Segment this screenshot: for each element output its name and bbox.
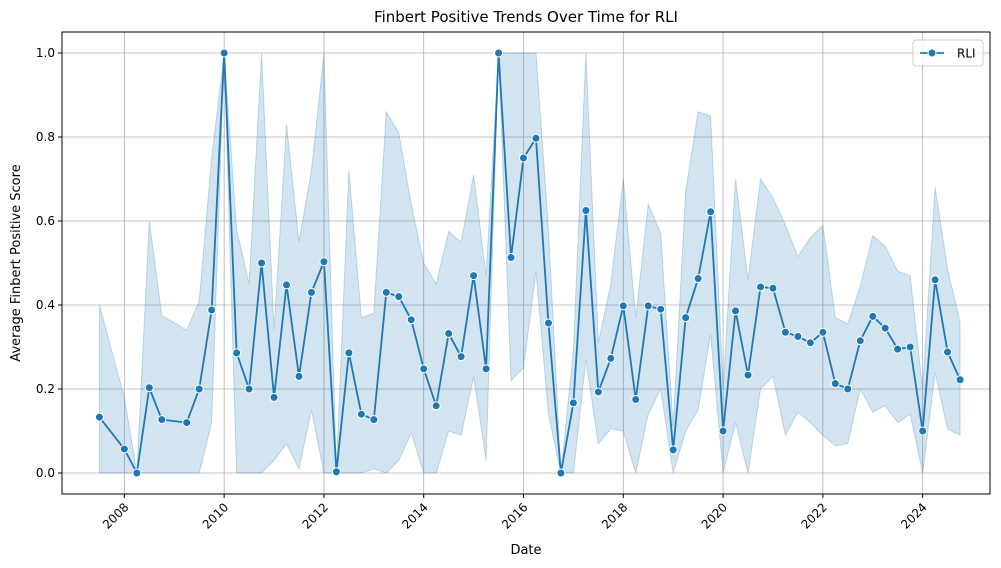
data-point [219, 48, 229, 58]
grid-layer [62, 32, 990, 494]
data-point [456, 352, 466, 362]
legend-box [912, 39, 984, 67]
data-point [643, 301, 653, 311]
data-point [394, 292, 404, 302]
data-point [780, 327, 790, 337]
data-point [693, 274, 703, 284]
data-point [194, 384, 204, 394]
confidence-band [98, 52, 961, 474]
data-point [294, 371, 304, 381]
data-point [593, 387, 603, 397]
data-point [132, 468, 142, 478]
data-point [818, 327, 828, 337]
y-tick-label: 0.0 [36, 466, 55, 480]
data-point [406, 315, 416, 325]
data-point [519, 153, 529, 163]
data-point [232, 348, 242, 358]
data-point [469, 271, 479, 281]
data-point [868, 311, 878, 321]
legend: RLI [912, 39, 984, 67]
data-point [306, 287, 316, 297]
data-point [631, 395, 641, 404]
data-point [843, 384, 853, 394]
y-tick-label: 0.6 [36, 214, 55, 228]
data-point [369, 415, 379, 425]
y-axis-label: Average Finbert Positive Score [9, 164, 24, 361]
data-point [419, 364, 429, 374]
y-axis-ticks: 0.0 0.2 0.4 0.6 0.8 1.0 [36, 46, 62, 480]
y-tick-label: 0.8 [36, 130, 55, 144]
y-tick-label: 1.0 [36, 46, 55, 60]
data-point [743, 370, 753, 380]
data-point [718, 426, 728, 436]
data-point [481, 364, 491, 374]
data-point [257, 258, 267, 268]
data-point [556, 468, 566, 478]
data-point [494, 48, 504, 58]
confidence-band-layer [98, 52, 961, 474]
data-point [805, 338, 815, 348]
data-point [905, 342, 915, 352]
data-point [269, 392, 279, 402]
data-point [855, 336, 865, 346]
data-point [282, 280, 292, 290]
data-point [930, 275, 940, 285]
data-point [344, 348, 354, 358]
data-point [381, 287, 391, 297]
y-tick-label: 0.2 [36, 382, 55, 396]
data-point [506, 253, 516, 263]
data-point [606, 353, 616, 363]
data-point [94, 412, 104, 422]
data-point [918, 426, 928, 436]
data-point [319, 257, 329, 267]
data-point [768, 283, 778, 293]
data-point [207, 305, 217, 315]
plot-frame [61, 31, 991, 495]
data-point [955, 375, 965, 385]
data-point [755, 282, 765, 292]
data-point [531, 133, 541, 143]
data-point [444, 329, 454, 339]
data-point [668, 445, 678, 455]
data-point [793, 332, 803, 341]
data-point [182, 418, 192, 428]
data-point [681, 313, 691, 323]
data-point [880, 323, 890, 333]
legend-label: RLI [957, 47, 976, 61]
data-point [943, 347, 953, 357]
data-point [431, 401, 441, 411]
data-point [157, 415, 167, 425]
data-point [893, 344, 903, 354]
data-point [618, 301, 628, 311]
x-axis-label: Date [510, 543, 541, 558]
legend-marker-swatch [927, 48, 937, 58]
data-point [568, 398, 578, 408]
data-point [331, 467, 341, 477]
data-point [830, 379, 840, 389]
data-point [731, 306, 741, 316]
data-point [543, 318, 553, 328]
data-point [144, 383, 154, 393]
y-tick-label: 0.4 [36, 298, 55, 312]
chart-title: Finbert Positive Trends Over Time for RL… [374, 8, 678, 26]
data-point [656, 304, 666, 314]
data-points-layer [94, 48, 965, 478]
data-point [356, 409, 366, 419]
data-point [706, 207, 716, 217]
data-point [244, 384, 254, 394]
data-point [119, 444, 129, 454]
data-point [581, 206, 591, 215]
